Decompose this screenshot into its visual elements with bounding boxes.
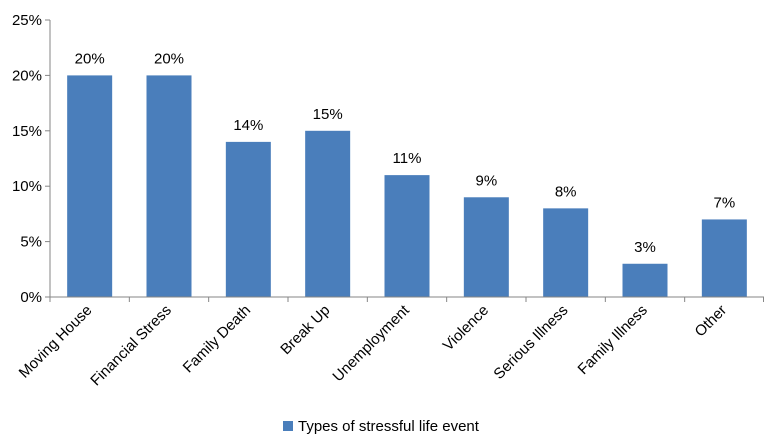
bars: 20% 20% 14% 15% 11% 9% 8% 3% 7% xyxy=(67,50,747,298)
legend: Types of stressful life event xyxy=(283,418,480,435)
data-label: 11% xyxy=(393,150,422,167)
data-label: 14% xyxy=(233,117,263,134)
data-label: 9% xyxy=(475,172,497,189)
data-label: 8% xyxy=(555,183,577,200)
category-label: Moving House xyxy=(16,302,96,382)
category-label: Financial Stress xyxy=(87,302,174,389)
bar xyxy=(622,263,668,297)
category-label: Other xyxy=(692,302,731,341)
data-label: 7% xyxy=(713,194,735,211)
bar xyxy=(146,75,192,298)
category-label: Family Illness xyxy=(575,302,651,378)
bar xyxy=(67,75,113,298)
category-label: Unemployment xyxy=(329,301,413,385)
category-label: Break Up xyxy=(277,302,333,358)
y-tick-label: 0% xyxy=(20,289,42,306)
bar xyxy=(463,197,509,297)
y-tick-label: 15% xyxy=(12,123,42,140)
category-label: Family Death xyxy=(180,302,255,377)
category-label: Violence xyxy=(440,302,493,355)
y-tick-label: 20% xyxy=(12,67,42,84)
data-label: 20% xyxy=(75,50,105,67)
bar xyxy=(543,208,589,297)
category-label: Serious Illness xyxy=(490,302,571,383)
y-tick-label: 25% xyxy=(12,12,42,29)
bar xyxy=(701,219,747,297)
data-label: 20% xyxy=(154,50,184,67)
legend-swatch xyxy=(283,421,293,431)
data-label: 15% xyxy=(313,106,343,123)
y-tick-label: 10% xyxy=(12,178,42,195)
bar xyxy=(384,175,430,297)
y-tick-label: 5% xyxy=(20,234,42,251)
legend-label: Types of stressful life event xyxy=(298,418,480,435)
bar xyxy=(305,130,351,297)
y-axis: 0% 5% 10% 15% 20% 25% xyxy=(12,12,51,306)
bar xyxy=(225,141,271,297)
data-label: 3% xyxy=(634,239,656,256)
